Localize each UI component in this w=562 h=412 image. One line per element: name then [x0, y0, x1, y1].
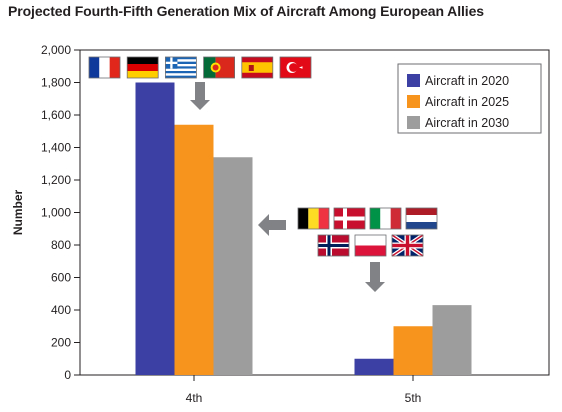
flag-icon-denmark: [333, 207, 366, 230]
flag-icon-united-kingdom: [390, 233, 425, 258]
bar-aircraft-in-2020-5th: [354, 358, 394, 375]
y-axis-title: Number: [11, 190, 25, 236]
bar-aircraft-in-2025-5th: [393, 326, 433, 375]
flag-icon-portugal: [203, 56, 236, 79]
legend: Aircraft in 2020 Aircraft in 2025 Aircraft…: [397, 63, 542, 134]
flag-icon-turkey: [279, 56, 312, 79]
y-tick-label: 1,600: [41, 108, 71, 122]
flag-icon-italy: [369, 207, 402, 230]
arrow-left-5th: [258, 214, 286, 236]
x-tick-label: 4th: [186, 391, 203, 405]
legend-label: Aircraft in 2030: [425, 116, 509, 130]
legend-box: [397, 63, 542, 134]
flag-icon-netherlands: [405, 207, 438, 230]
bars: [135, 82, 472, 375]
flag-icon-norway: [317, 234, 350, 257]
y-tick-label: 1,000: [41, 206, 71, 220]
flag-annotations: [88, 56, 438, 292]
bar-aircraft-in-2030-5th: [432, 305, 472, 375]
flag-icon-belgium: [297, 207, 330, 230]
legend-swatch: [407, 74, 420, 87]
legend-swatch: [407, 116, 420, 129]
arrow-down-5th: [365, 262, 385, 292]
y-tick-label: 1,800: [41, 76, 71, 90]
flag-icon-spain: [241, 56, 274, 79]
legend-label: Aircraft in 2020: [425, 74, 509, 88]
y-tick-label: 200: [51, 336, 71, 350]
x-tick-label: 5th: [405, 391, 422, 405]
y-tick-label: 0: [64, 368, 71, 382]
bar-aircraft-in-2025-4th: [174, 124, 214, 375]
y-tick-label: 2,000: [41, 43, 71, 57]
y-tick-label: 1,400: [41, 141, 71, 155]
bar-aircraft-in-2020-4th: [135, 82, 175, 375]
flag-icon-greece: [164, 56, 197, 79]
chart-title: Projected Fourth-Fifth Generation Mix of…: [8, 3, 484, 19]
arrow-down-4th: [190, 82, 210, 110]
flag-icon-germany: [126, 56, 159, 79]
y-tick-label: 400: [51, 303, 71, 317]
legend-label: Aircraft in 2025: [425, 95, 509, 109]
legend-swatch: [407, 95, 420, 108]
y-tick-label: 1,200: [41, 173, 71, 187]
y-tick-label: 800: [51, 238, 71, 252]
flag-icon-france: [88, 56, 121, 79]
bar-aircraft-in-2030-4th: [213, 157, 253, 375]
y-tick-label: 600: [51, 271, 71, 285]
flag-icon-poland: [354, 234, 387, 257]
